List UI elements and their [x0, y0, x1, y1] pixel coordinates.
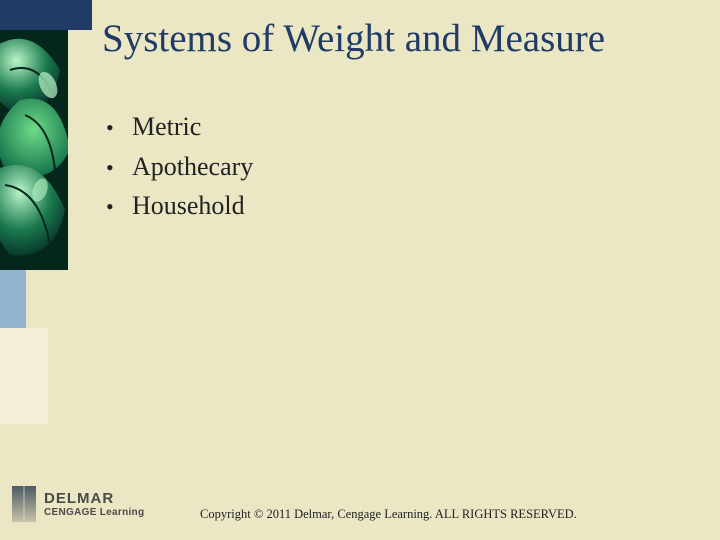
publisher-logo: DELMAR CENGAGE Learning	[12, 486, 144, 522]
side-decorative-art	[0, 30, 68, 270]
logo-text-group: DELMAR CENGAGE Learning	[44, 491, 144, 518]
slide-title: Systems of Weight and Measure	[102, 16, 605, 61]
side-accent-blue	[0, 270, 26, 328]
bullet-item: Apothecary	[106, 148, 253, 186]
copyright-text: Copyright © 2011 Delmar, Cengage Learnin…	[200, 507, 577, 522]
logo-brand-text: DELMAR	[44, 491, 144, 506]
slide: Systems of Weight and Measure Metric Apo…	[0, 0, 720, 540]
logo-sub-text: CENGAGE Learning	[44, 508, 144, 518]
logo-mark-icon	[12, 486, 36, 522]
bullet-item: Household	[106, 187, 253, 225]
side-accent-cream	[0, 328, 48, 424]
slide-background	[0, 0, 720, 540]
bullet-list: Metric Apothecary Household	[106, 108, 253, 227]
bullet-item: Metric	[106, 108, 253, 146]
top-accent-bar	[0, 0, 92, 30]
leaf-art-icon	[0, 30, 68, 270]
